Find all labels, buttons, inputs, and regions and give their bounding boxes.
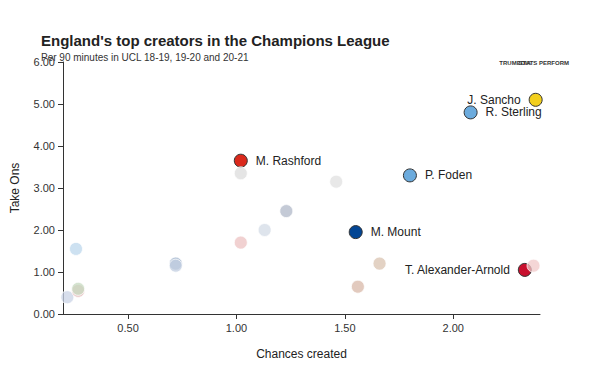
svg-text:M. Rashford: M. Rashford (256, 154, 321, 168)
svg-text:P. Foden: P. Foden (425, 168, 472, 182)
svg-text:M. Mount: M. Mount (371, 225, 422, 239)
svg-text:Chances created: Chances created (256, 347, 347, 361)
svg-text:0.00: 0.00 (34, 308, 55, 320)
svg-text:1.00: 1.00 (226, 322, 247, 334)
svg-text:2.00: 2.00 (443, 322, 464, 334)
svg-text:TRUMEDIA: TRUMEDIA (499, 60, 531, 66)
svg-text:1.50: 1.50 (334, 322, 355, 334)
svg-text:0.50: 0.50 (117, 322, 138, 334)
svg-text:Take Ons: Take Ons (8, 163, 22, 214)
svg-text:STATS PERFORM: STATS PERFORM (519, 60, 569, 66)
svg-text:England's top creators in the: England's top creators in the Champions … (41, 32, 390, 49)
svg-text:5.00: 5.00 (34, 98, 55, 110)
svg-text:T. Alexander-Arnold: T. Alexander-Arnold (405, 263, 510, 277)
svg-text:J. Sancho: J. Sancho (467, 92, 521, 107)
svg-text:4.00: 4.00 (34, 140, 55, 152)
svg-text:1.00: 1.00 (34, 266, 55, 278)
svg-text:2.00: 2.00 (34, 224, 55, 236)
svg-text:3.00: 3.00 (34, 182, 55, 194)
svg-text:R. Sterling: R. Sterling (486, 105, 542, 119)
svg-text:Per 90 minutes in UCL 18-19, 1: Per 90 minutes in UCL 18-19, 19-20 and 2… (41, 52, 249, 63)
